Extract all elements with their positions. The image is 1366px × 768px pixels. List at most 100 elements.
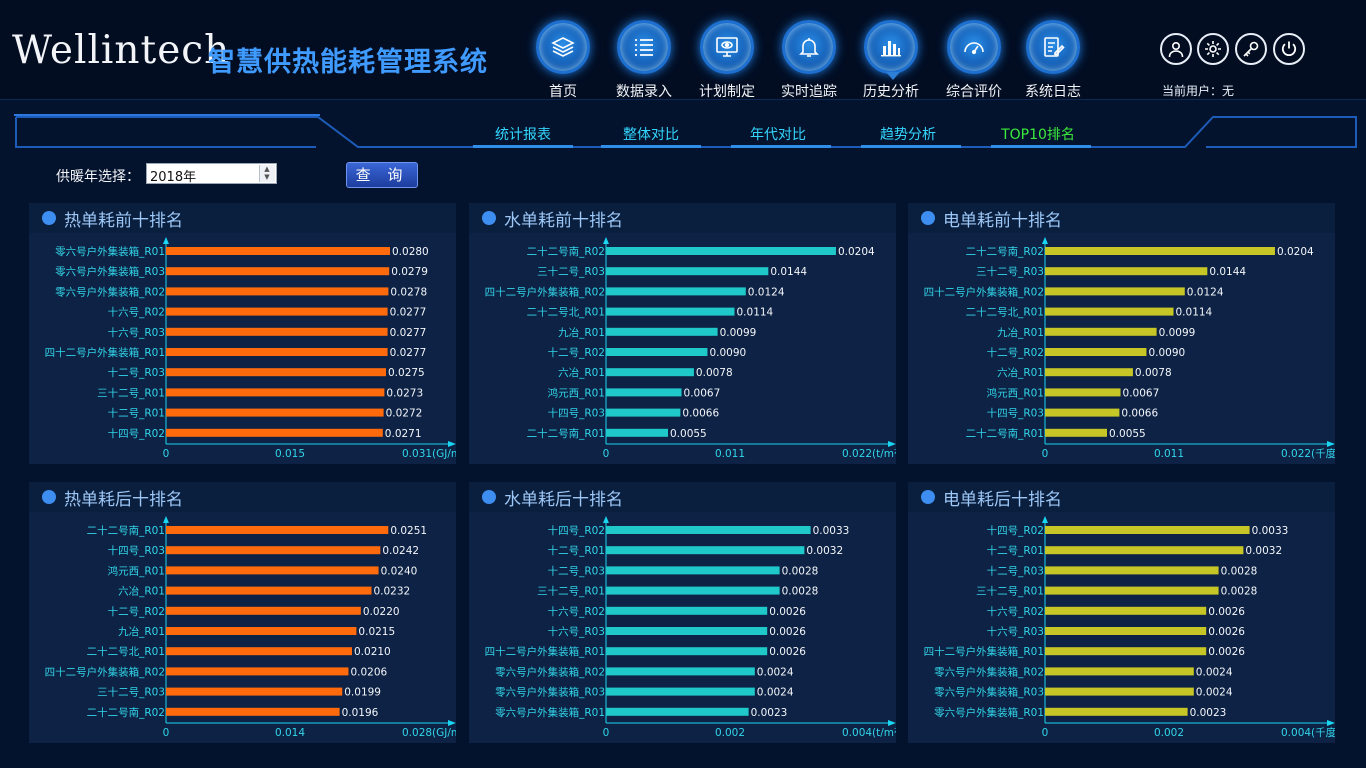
bar	[166, 388, 385, 397]
query-button[interactable]: 查 询	[346, 162, 418, 188]
category-label: 二十二号北_R01	[527, 306, 605, 319]
nav-label: 计划制定	[699, 84, 755, 100]
panel-header: 水单耗前十排名	[469, 203, 896, 233]
bar	[1045, 566, 1219, 575]
x-tick-label: 0	[163, 727, 170, 739]
bar	[606, 348, 708, 356]
category-label: 四十二号户外集装箱_R01	[485, 645, 605, 658]
bar	[606, 647, 768, 656]
panel-title: 热单耗前十排名	[64, 211, 183, 231]
spin-up-icon[interactable]: ▲	[264, 165, 270, 173]
bar	[606, 546, 805, 555]
logout-button[interactable]	[1273, 33, 1305, 65]
value-label: 0.0032	[1245, 545, 1282, 557]
bar-chart: 0 0.015 0.031(GJ/m²) 零六号户外集装箱_R01 0.0280 零六号户…	[45, 237, 456, 460]
value-label: 0.0066	[682, 408, 719, 420]
bar	[1045, 526, 1250, 534]
gauge-icon	[947, 20, 1001, 74]
bar	[166, 267, 390, 276]
bar	[606, 247, 836, 255]
category-label: 十六号_R02	[548, 605, 605, 618]
panel-header: 热单耗前十排名	[29, 203, 456, 233]
value-label: 0.0272	[386, 408, 423, 420]
category-label: 零六号户外集装箱_R01	[934, 706, 1044, 719]
bar	[166, 667, 349, 676]
category-label: 三十二号_R01	[976, 585, 1044, 598]
tab-top10[interactable]: TOP10排名	[1001, 127, 1075, 143]
value-label: 0.0026	[769, 626, 806, 638]
value-label: 0.0026	[769, 646, 806, 658]
bar	[606, 428, 668, 437]
category-label: 九冶_R01	[997, 326, 1044, 339]
category-label: 鸿元西_R01	[548, 386, 605, 399]
nav-history-analysis[interactable]: 历史分析	[850, 18, 932, 100]
category-label: 三十二号_R01	[537, 585, 605, 598]
panel-title: 电单耗后十排名	[943, 490, 1062, 510]
category-label: 零六号户外集装箱_R02	[934, 665, 1044, 678]
x-tick-label: 0.022(t/m²)	[842, 448, 896, 460]
x-axis-arrow-icon	[448, 720, 456, 726]
value-label: 0.0206	[350, 666, 387, 678]
value-label: 0.0196	[342, 707, 379, 719]
category-label: 十六号_R02	[987, 605, 1044, 618]
category-label: 十四号_R03	[987, 407, 1044, 420]
x-tick-label: 0	[1042, 448, 1049, 460]
x-tick-label: 0.011	[715, 448, 745, 460]
bullet-dot-icon	[921, 490, 935, 504]
bar	[1045, 586, 1219, 595]
bar	[166, 546, 381, 555]
settings-button[interactable]	[1197, 33, 1229, 65]
nav-realtime[interactable]: 实时追踪	[768, 18, 850, 100]
tab-trend-analysis[interactable]: 趋势分析	[880, 127, 936, 143]
year-spinner-input[interactable]: 2018年 ▲ ▼	[146, 163, 277, 185]
power-icon	[1281, 41, 1297, 56]
tab-statistics-report[interactable]: 统计报表	[495, 127, 551, 143]
tab-era-compare[interactable]: 年代对比	[750, 127, 806, 143]
category-label: 四十二号户外集装箱_R02	[45, 665, 165, 678]
nav-evaluation[interactable]: 综合评价	[933, 18, 1015, 100]
value-label: 0.0055	[1109, 428, 1146, 440]
value-label: 0.0033	[813, 525, 850, 537]
value-label: 0.0032	[806, 545, 843, 557]
y-axis-arrow-icon	[603, 516, 609, 523]
value-label: 0.0024	[1196, 687, 1233, 699]
user-icon	[1168, 41, 1184, 58]
category-label: 二十二号北_R01	[966, 306, 1044, 319]
nav-data-entry[interactable]: 数据录入	[603, 18, 685, 100]
category-label: 鸿元西_R01	[108, 564, 165, 577]
password-button[interactable]	[1235, 33, 1267, 65]
bar-chart-icon	[864, 20, 918, 80]
y-axis-arrow-icon	[163, 237, 169, 244]
value-label: 0.0066	[1121, 408, 1158, 420]
bar	[166, 307, 388, 316]
brand-logo: Wellintech	[12, 28, 231, 73]
value-label: 0.0099	[720, 327, 757, 339]
value-label: 0.0271	[385, 428, 422, 440]
x-axis-arrow-icon	[888, 720, 896, 726]
spin-down-icon[interactable]: ▼	[264, 173, 270, 181]
category-label: 十四号_R02	[108, 427, 165, 440]
nav-plan[interactable]: 计划制定	[686, 18, 768, 100]
category-label: 四十二号户外集装箱_R02	[485, 285, 605, 298]
category-label: 零六号户外集装箱_R03	[934, 686, 1044, 699]
tab-overall-compare[interactable]: 整体对比	[623, 127, 679, 143]
bar	[606, 388, 682, 397]
category-label: 九冶_R01	[118, 625, 165, 638]
nav-system-log[interactable]: 系统日志	[1012, 18, 1094, 100]
bar	[606, 526, 811, 534]
value-label: 0.0279	[391, 266, 428, 278]
category-label: 六冶_R01	[997, 366, 1044, 379]
user-button[interactable]	[1160, 33, 1192, 65]
nav-home[interactable]: 首页	[522, 18, 604, 100]
x-tick-label: 0.031(GJ/m²)	[402, 448, 456, 460]
x-tick-label: 0.028(GJ/m²)	[402, 727, 456, 739]
bar	[166, 368, 386, 377]
category-label: 鸿元西_R01	[987, 386, 1044, 399]
bar	[606, 307, 735, 316]
category-label: 十二号_R02	[987, 346, 1044, 359]
year-spinner-buttons[interactable]: ▲ ▼	[259, 165, 275, 182]
category-label: 零六号户外集装箱_R03	[495, 686, 605, 699]
category-label: 四十二号户外集装箱_R01	[924, 645, 1044, 658]
bar	[1045, 247, 1275, 255]
value-label: 0.0067	[1123, 387, 1160, 399]
